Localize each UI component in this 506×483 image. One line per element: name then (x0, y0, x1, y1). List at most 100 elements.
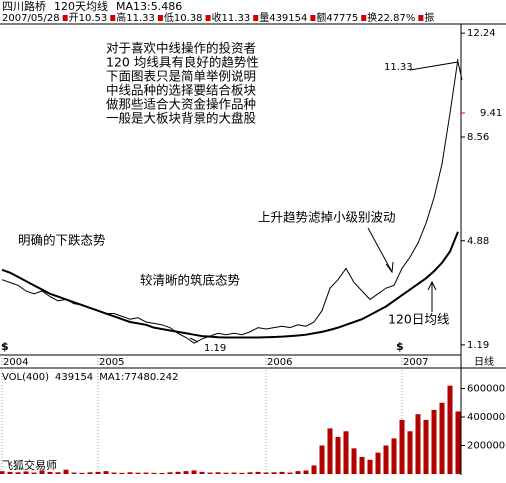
volume-bar (295, 471, 301, 474)
quote-marker (361, 15, 367, 21)
dividend-mark: $ (1, 340, 9, 353)
x-tick-label: 2007 (403, 357, 428, 368)
annotation: 下面图表只是简单举例说明 (106, 69, 256, 84)
volume-bar (375, 452, 381, 474)
quote-marker (157, 15, 163, 21)
arrow (427, 280, 437, 312)
quote-marker (310, 15, 316, 21)
annotation: 较清晰的筑底态势 (140, 273, 241, 288)
quote-item: 换22.87% (367, 11, 415, 24)
volume-bar (279, 471, 285, 474)
volume-bar (111, 472, 117, 474)
quote-marker (62, 15, 68, 21)
volume-bar (23, 471, 29, 474)
volume-bar (383, 445, 389, 474)
annotation: 明确的下跌态势 (18, 233, 106, 248)
volume-bar (303, 470, 309, 474)
volume-bar (15, 472, 21, 474)
volume-bar (0, 471, 5, 474)
volume-bar (199, 471, 205, 474)
quote-marker (205, 15, 211, 21)
volume-bar (39, 470, 45, 474)
volume-bar (71, 472, 77, 474)
y-tick-label: 600000 (467, 384, 505, 395)
y-tick-label: 400000 (467, 412, 505, 423)
volume-bar (311, 465, 317, 474)
volume-bar (287, 472, 293, 474)
volume-bar (455, 411, 461, 474)
volume-bar (367, 459, 373, 474)
volume-bar (47, 471, 53, 474)
dividend-mark: $ (396, 340, 404, 353)
header-indicator: 120天均线 (54, 0, 108, 13)
volume-bar (175, 471, 181, 474)
volume-title: VOL(400) (2, 372, 49, 383)
annotation: 一般是大板块背景的大盘股 (106, 111, 257, 126)
x-tick-label: 2004 (3, 357, 28, 368)
volume-bar (399, 419, 405, 474)
high-label: 11.33 (384, 62, 413, 73)
volume-bar (183, 471, 189, 474)
header-name: 四川路桥 (2, 0, 46, 13)
volume-bar (31, 472, 37, 474)
volume-bar (207, 472, 213, 474)
annotation: 120 均线具有良好的趋势性 (106, 55, 259, 70)
volume-bar (151, 472, 157, 474)
volume-bar (271, 472, 277, 474)
volume-bar (327, 428, 333, 474)
x-axis-label: 日线 (474, 355, 494, 368)
x-tick-label: 2006 (267, 357, 292, 368)
volume-bar (87, 472, 93, 474)
volume-bar (55, 472, 61, 474)
volume-bar (391, 438, 397, 474)
volume-last: 439154 (55, 372, 93, 383)
volume-bar (423, 419, 429, 474)
header-ma: MA13:5.486 (116, 0, 182, 13)
volume-bar (63, 469, 69, 474)
volume-bar (239, 472, 245, 474)
quote-item: 振 (424, 11, 434, 24)
x-tick-label: 2005 (99, 357, 124, 368)
quote-marker (110, 15, 116, 21)
annotation: 上升趋势滤掉小级别波动 (258, 210, 396, 225)
annotation: 对于喜欢中线操作的投资者 (106, 41, 256, 56)
quote-item: 低10.38 (164, 11, 203, 24)
volume-bar (103, 471, 109, 474)
quote-item: 高11.33 (116, 11, 155, 24)
footer: 飞狐交易师 (2, 458, 57, 472)
quote-item: 额47775 (316, 11, 358, 24)
y-tick-label: 200000 (467, 441, 505, 452)
quote-marker (253, 15, 259, 21)
arrow (367, 227, 394, 274)
volume-bar (135, 472, 141, 474)
price-marker-label: 9.41 (480, 108, 502, 119)
volume-bar (343, 431, 349, 474)
volume-bar (79, 472, 85, 474)
low-label: 1.19 (204, 343, 226, 354)
ma-line (1, 231, 459, 339)
volume-bar (447, 385, 453, 474)
annotation: 中线品种的选择要结合板块 (106, 83, 257, 98)
volume-bar (223, 472, 229, 474)
volume-bar (119, 472, 125, 474)
volume-ma: MA1:77480.242 (99, 372, 178, 383)
volume-bar (407, 431, 413, 474)
volume-bar (351, 448, 357, 474)
arrows (189, 61, 463, 343)
annotation: 120日均线 (388, 312, 450, 327)
y-tick-label: 4.88 (467, 236, 489, 247)
volume-bar (215, 472, 221, 474)
y-tick-label: 8.56 (467, 132, 489, 143)
volume-bar (263, 472, 269, 474)
y-tick-label: 12.24 (467, 28, 496, 39)
y-tick-label: 1.19 (467, 340, 489, 351)
volume-bar (359, 456, 365, 474)
quote-item: 量439154 (259, 12, 307, 24)
volume-bar (159, 473, 165, 474)
volume-bar (167, 472, 173, 474)
header-date: 2007/05/28 (2, 13, 60, 24)
volume-bar (431, 409, 437, 474)
quote-item: 开10.53 (69, 13, 108, 24)
